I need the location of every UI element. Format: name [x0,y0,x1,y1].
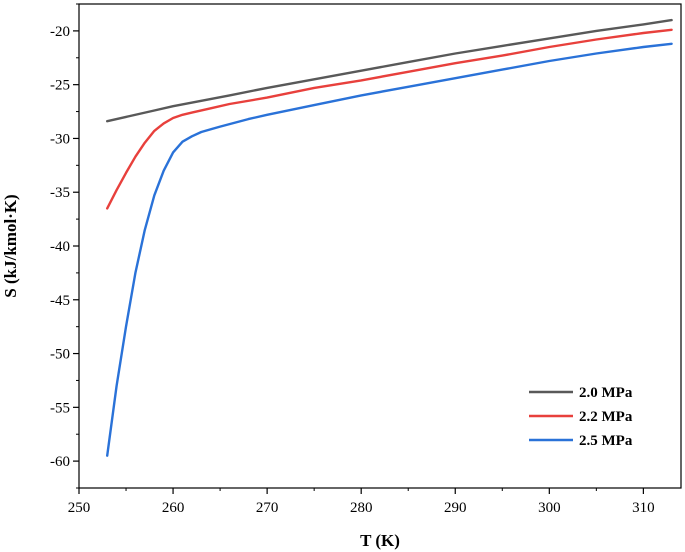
legend: 2.0 MPa 2.2 MPa 2.5 MPa [529,385,633,449]
y-axis: -20 -25 -30 -35 -40 -45 -50 -55 -60 [50,3,79,489]
x-axis: 250 260 270 280 290 300 310 [68,488,655,516]
y-tick-label: -55 [50,400,70,416]
series-line-0 [105,18,673,123]
x-tick-label: 260 [162,500,185,516]
x-axis-title: T (K) [360,531,400,550]
series-line-1 [105,28,673,210]
legend-label: 2.5 MPa [579,433,633,449]
y-tick-label: -60 [50,454,70,470]
y-tick-label: -45 [50,293,70,309]
legend-label: 2.0 MPa [579,385,633,401]
y-tick-label: -20 [50,24,70,40]
x-tick-label: 250 [68,500,91,516]
series-line-2 [105,42,673,457]
x-tick-label: 270 [256,500,279,516]
y-tick-label: -30 [50,131,70,147]
y-tick-label: -35 [50,185,70,201]
x-tick-label: 280 [350,500,373,516]
y-tick-label: -25 [50,78,70,94]
y-tick-label: -40 [50,239,70,255]
x-tick-label: 300 [538,500,561,516]
series-lines [105,18,673,457]
legend-label: 2.2 MPa [579,409,633,425]
y-axis-title: S (kJ/kmol·K) [1,194,20,297]
x-tick-label: 310 [632,500,655,516]
y-tick-label: -50 [50,347,70,363]
x-tick-label: 290 [444,500,467,516]
